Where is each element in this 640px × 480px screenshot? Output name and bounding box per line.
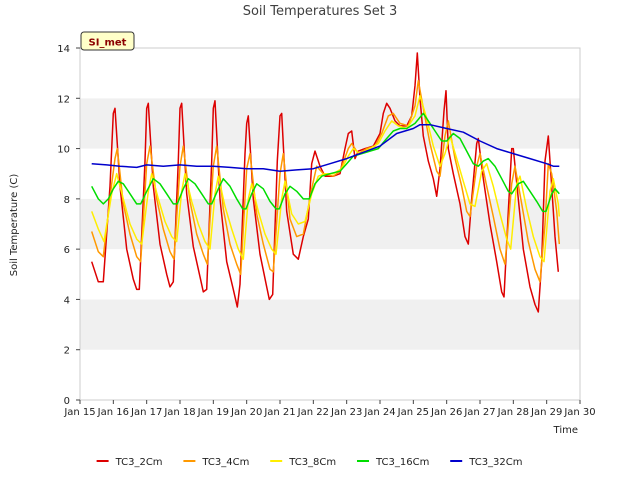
- band-0-2: [80, 349, 580, 400]
- series-line-tc3-2cm: [90, 52, 560, 313]
- x-tick-label: Jan 27: [463, 407, 495, 418]
- x-tick-label: Jan 17: [130, 407, 162, 418]
- x-tick-label: Jan 30: [563, 407, 595, 418]
- x-tick-label: Jan 28: [497, 407, 529, 418]
- y-tick-label: 0: [64, 396, 70, 407]
- legend-label-tc3-16cm: TC3_16Cm: [375, 457, 429, 468]
- x-tick-label: Jan 22: [297, 407, 329, 418]
- x-tick-label: Jan 25: [397, 407, 429, 418]
- legend-label-tc3-2cm: TC3_2Cm: [115, 457, 163, 468]
- x-tick-label: Jan 24: [363, 407, 395, 418]
- x-tick-label: Jan 20: [230, 407, 262, 418]
- chart-title: Soil Temperatures Set 3: [243, 4, 398, 19]
- x-tick-label: Jan 16: [97, 407, 129, 418]
- y-tick-label: 4: [64, 295, 70, 306]
- band-10-12: [80, 98, 580, 149]
- y-axis-label: Soil Temperature (C): [9, 174, 20, 277]
- site-badge-box: [80, 31, 135, 51]
- x-tick-label: Jan 19: [197, 407, 229, 418]
- x-tick-label: Jan 26: [430, 407, 462, 418]
- site-badge: SI_met: [80, 31, 135, 51]
- background-bands: [80, 48, 580, 400]
- y-tick-label: 6: [64, 245, 70, 256]
- band-12-14: [80, 48, 580, 99]
- y-tick-label: 12: [57, 94, 70, 105]
- y-axis-ticks: 0 2 4 6 8 10 12 14: [57, 44, 80, 407]
- series-line-tc3-8cm: [90, 95, 561, 263]
- series-line-tc3-32cm: [91, 123, 560, 172]
- legend-label-tc3-8cm: TC3_8Cm: [288, 457, 336, 468]
- legend-label-tc3-32cm: TC3_32Cm: [468, 457, 522, 468]
- x-tick-label: Jan 21: [263, 407, 295, 418]
- x-tick-label: Jan 23: [330, 407, 362, 418]
- legend: TC3_2Cm TC3_4Cm TC3_8Cm TC3_16Cm TC3_32Cm: [96, 457, 523, 468]
- series-lines: [90, 52, 561, 313]
- y-tick-label: 2: [64, 346, 70, 357]
- legend-label-tc3-4cm: TC3_4Cm: [201, 457, 249, 468]
- x-tick-label: Jan 15: [63, 407, 95, 418]
- band-2-4: [80, 299, 580, 350]
- x-tick-label: Jan 18: [163, 407, 195, 418]
- x-axis-ticks: Jan 15 Jan 16 Jan 17 Jan 18 Jan 19 Jan 20 Jan …: [63, 400, 596, 418]
- plot-frame: [79, 47, 581, 401]
- series-line-tc3-16cm: [91, 112, 560, 213]
- y-tick-label: 10: [57, 145, 70, 156]
- x-tick-label: Jan 29: [530, 407, 562, 418]
- band-6-8: [80, 198, 580, 250]
- y-tick-label: 8: [64, 195, 70, 206]
- y-tick-label: 14: [57, 44, 70, 55]
- x-axis-label: Time: [553, 425, 578, 436]
- site-badge-label: SI_met: [89, 38, 127, 49]
